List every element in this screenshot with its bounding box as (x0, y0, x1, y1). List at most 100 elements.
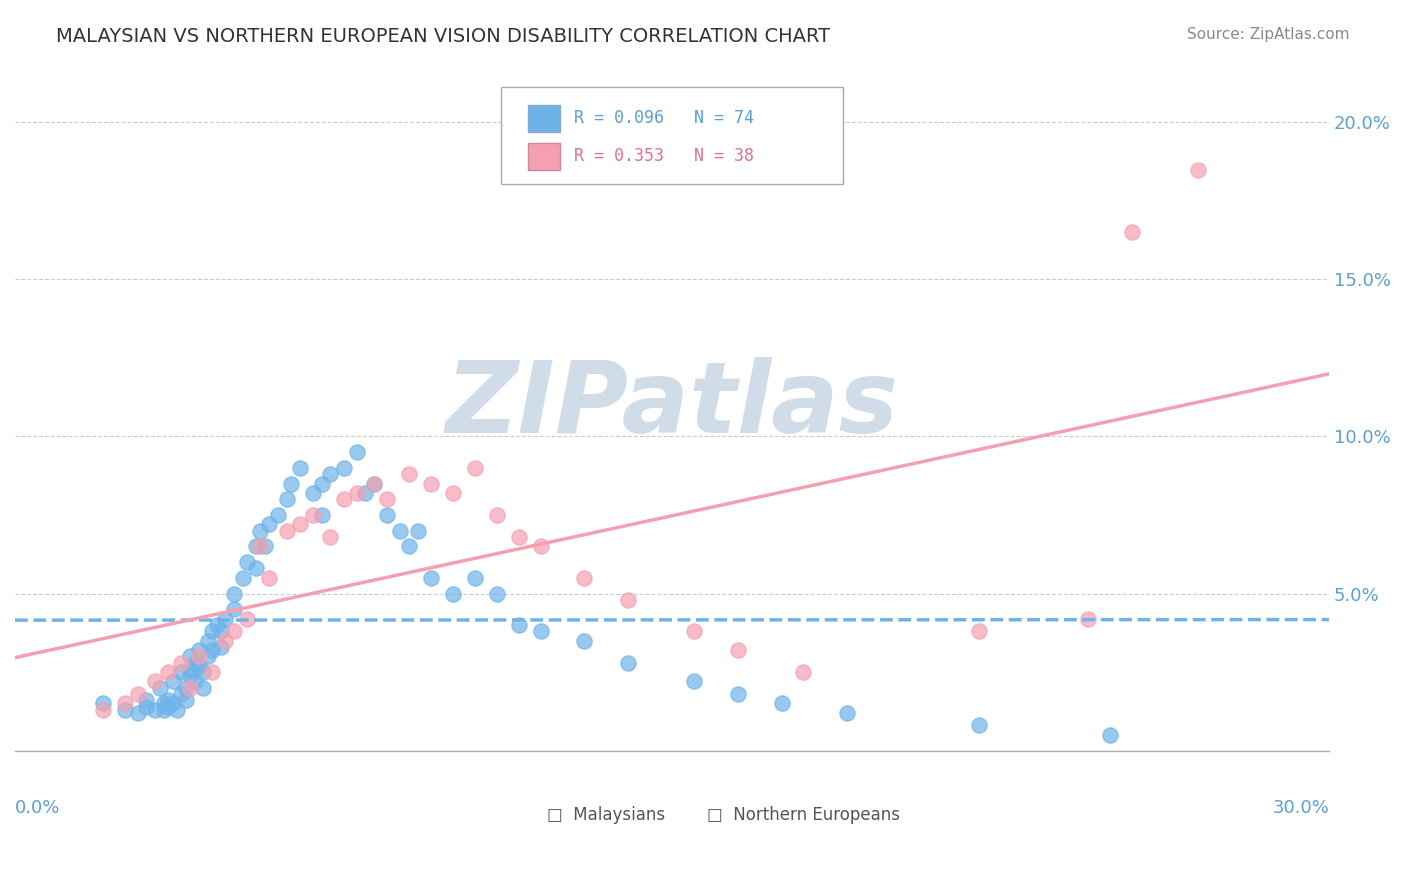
Northern Europeans (1077, 612, 1099, 626)
Northern Europeans (288, 517, 311, 532)
Malaysians (143, 703, 166, 717)
Malaysians (311, 508, 333, 522)
Malaysians (193, 681, 215, 695)
Text: R = 0.096   N = 74: R = 0.096 N = 74 (574, 110, 754, 128)
Malaysians (197, 633, 219, 648)
Malaysians (245, 540, 267, 554)
Northern Europeans (683, 624, 706, 639)
Malaysians (174, 681, 197, 695)
Malaysians (276, 492, 298, 507)
Malaysians (205, 618, 228, 632)
Text: □  Northern Europeans: □ Northern Europeans (707, 805, 900, 824)
Northern Europeans (792, 665, 814, 679)
Text: R = 0.353   N = 38: R = 0.353 N = 38 (574, 147, 754, 165)
Malaysians (967, 718, 990, 732)
Northern Europeans (302, 508, 325, 522)
Northern Europeans (574, 571, 596, 585)
Malaysians (249, 524, 271, 538)
Malaysians (508, 618, 530, 632)
Malaysians (406, 524, 429, 538)
Malaysians (114, 703, 136, 717)
Malaysians (214, 612, 236, 626)
Malaysians (354, 486, 377, 500)
Malaysians (170, 665, 193, 679)
Northern Europeans (346, 486, 368, 500)
Northern Europeans (441, 486, 464, 500)
Northern Europeans (222, 624, 245, 639)
Malaysians (183, 674, 205, 689)
Malaysians (193, 665, 215, 679)
Malaysians (617, 656, 640, 670)
Malaysians (232, 571, 254, 585)
Northern Europeans (1187, 162, 1209, 177)
Northern Europeans (420, 476, 443, 491)
Malaysians (398, 540, 420, 554)
Malaysians (162, 697, 184, 711)
Malaysians (288, 461, 311, 475)
Northern Europeans (179, 681, 201, 695)
Text: 0.0%: 0.0% (15, 799, 60, 817)
Malaysians (209, 640, 232, 654)
Malaysians (332, 461, 354, 475)
Northern Europeans (91, 703, 114, 717)
Northern Europeans (236, 612, 259, 626)
Malaysians (166, 703, 188, 717)
Northern Europeans (257, 571, 280, 585)
Northern Europeans (617, 592, 640, 607)
Text: ZIPatlas: ZIPatlas (446, 357, 898, 453)
Malaysians (302, 486, 325, 500)
Malaysians (267, 508, 290, 522)
Malaysians (201, 643, 224, 657)
Bar (527, 104, 561, 132)
Northern Europeans (114, 697, 136, 711)
Northern Europeans (727, 643, 749, 657)
Malaysians (170, 687, 193, 701)
Malaysians (441, 586, 464, 600)
Malaysians (319, 467, 342, 482)
Northern Europeans (464, 461, 486, 475)
Malaysians (183, 656, 205, 670)
Northern Europeans (249, 540, 271, 554)
Malaysians (209, 624, 232, 639)
Malaysians (530, 624, 553, 639)
Malaysians (157, 693, 180, 707)
Malaysians (179, 668, 201, 682)
Text: □  Malaysians: □ Malaysians (547, 805, 665, 824)
Malaysians (363, 476, 385, 491)
Malaysians (153, 703, 176, 717)
Northern Europeans (332, 492, 354, 507)
Malaysians (574, 633, 596, 648)
Malaysians (257, 517, 280, 532)
Malaysians (179, 649, 201, 664)
Malaysians (179, 662, 201, 676)
Malaysians (148, 681, 170, 695)
Northern Europeans (157, 665, 180, 679)
Malaysians (683, 674, 706, 689)
Malaysians (280, 476, 302, 491)
Northern Europeans (363, 476, 385, 491)
Malaysians (157, 699, 180, 714)
Text: MALAYSIAN VS NORTHERN EUROPEAN VISION DISABILITY CORRELATION CHART: MALAYSIAN VS NORTHERN EUROPEAN VISION DI… (56, 27, 831, 45)
Malaysians (346, 445, 368, 459)
Malaysians (1099, 728, 1122, 742)
Malaysians (245, 561, 267, 575)
Northern Europeans (485, 508, 508, 522)
Northern Europeans (188, 649, 211, 664)
Northern Europeans (530, 540, 553, 554)
Malaysians (375, 508, 398, 522)
Northern Europeans (201, 665, 224, 679)
Malaysians (91, 697, 114, 711)
Northern Europeans (1121, 225, 1143, 239)
Northern Europeans (214, 633, 236, 648)
Malaysians (201, 624, 224, 639)
Text: 30.0%: 30.0% (1272, 799, 1329, 817)
Malaysians (464, 571, 486, 585)
Malaysians (485, 586, 508, 600)
Malaysians (837, 706, 859, 720)
Northern Europeans (967, 624, 990, 639)
FancyBboxPatch shape (501, 87, 844, 184)
Northern Europeans (170, 656, 193, 670)
Northern Europeans (127, 687, 149, 701)
Malaysians (253, 540, 276, 554)
Malaysians (222, 586, 245, 600)
